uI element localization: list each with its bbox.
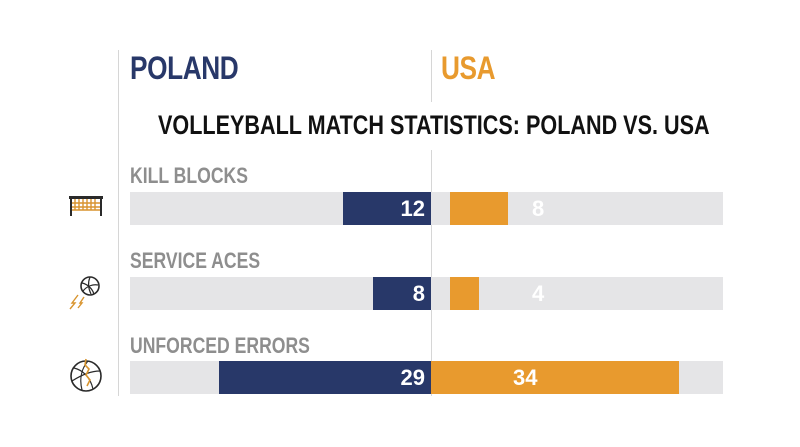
cracked-volleyball-icon (70, 358, 102, 392)
bar-usa-kill-blocks: 8 (450, 192, 544, 225)
value-label-usa-kill-blocks: 8 (532, 196, 545, 221)
value-label-usa-unforced-errors: 34 (513, 365, 538, 390)
value-label-poland-unforced-errors: 29 (400, 365, 425, 390)
volleyball-net-icon (69, 196, 103, 216)
bar-poland-kill-blocks: 12 (343, 192, 431, 225)
value-label-poland-service-aces: 8 (412, 281, 425, 306)
chart-title: VOLLEYBALL MATCH STATISTICS: POLAND VS. … (158, 110, 710, 140)
bar-track-kill-blocks: 12 8 (130, 192, 723, 225)
center-divider-top (431, 50, 432, 102)
value-label-poland-kill-blocks: 12 (400, 196, 425, 221)
bar-usa-service-aces: 4 (450, 277, 544, 310)
bar-track-unforced-errors: 29 34 (130, 361, 723, 394)
bar-track-service-aces: 8 4 (130, 277, 723, 310)
bar-usa-unforced-errors: 34 (431, 361, 679, 394)
bar-poland-unforced-errors: 29 (219, 361, 431, 394)
category-label-kill-blocks: KILL BLOCKS (130, 163, 248, 188)
serving-volleyball-icon (69, 276, 100, 310)
category-label-service-aces: SERVICE ACES (130, 248, 261, 273)
value-label-usa-service-aces: 4 (532, 281, 545, 306)
bar-poland-service-aces: 8 (373, 277, 431, 310)
team-label-poland: POLAND (130, 50, 239, 86)
center-axis-line (431, 150, 432, 396)
team-label-usa: USA (441, 50, 496, 86)
category-label-unforced-errors: UNFORCED ERRORS (130, 333, 310, 358)
left-divider-line (118, 50, 119, 396)
